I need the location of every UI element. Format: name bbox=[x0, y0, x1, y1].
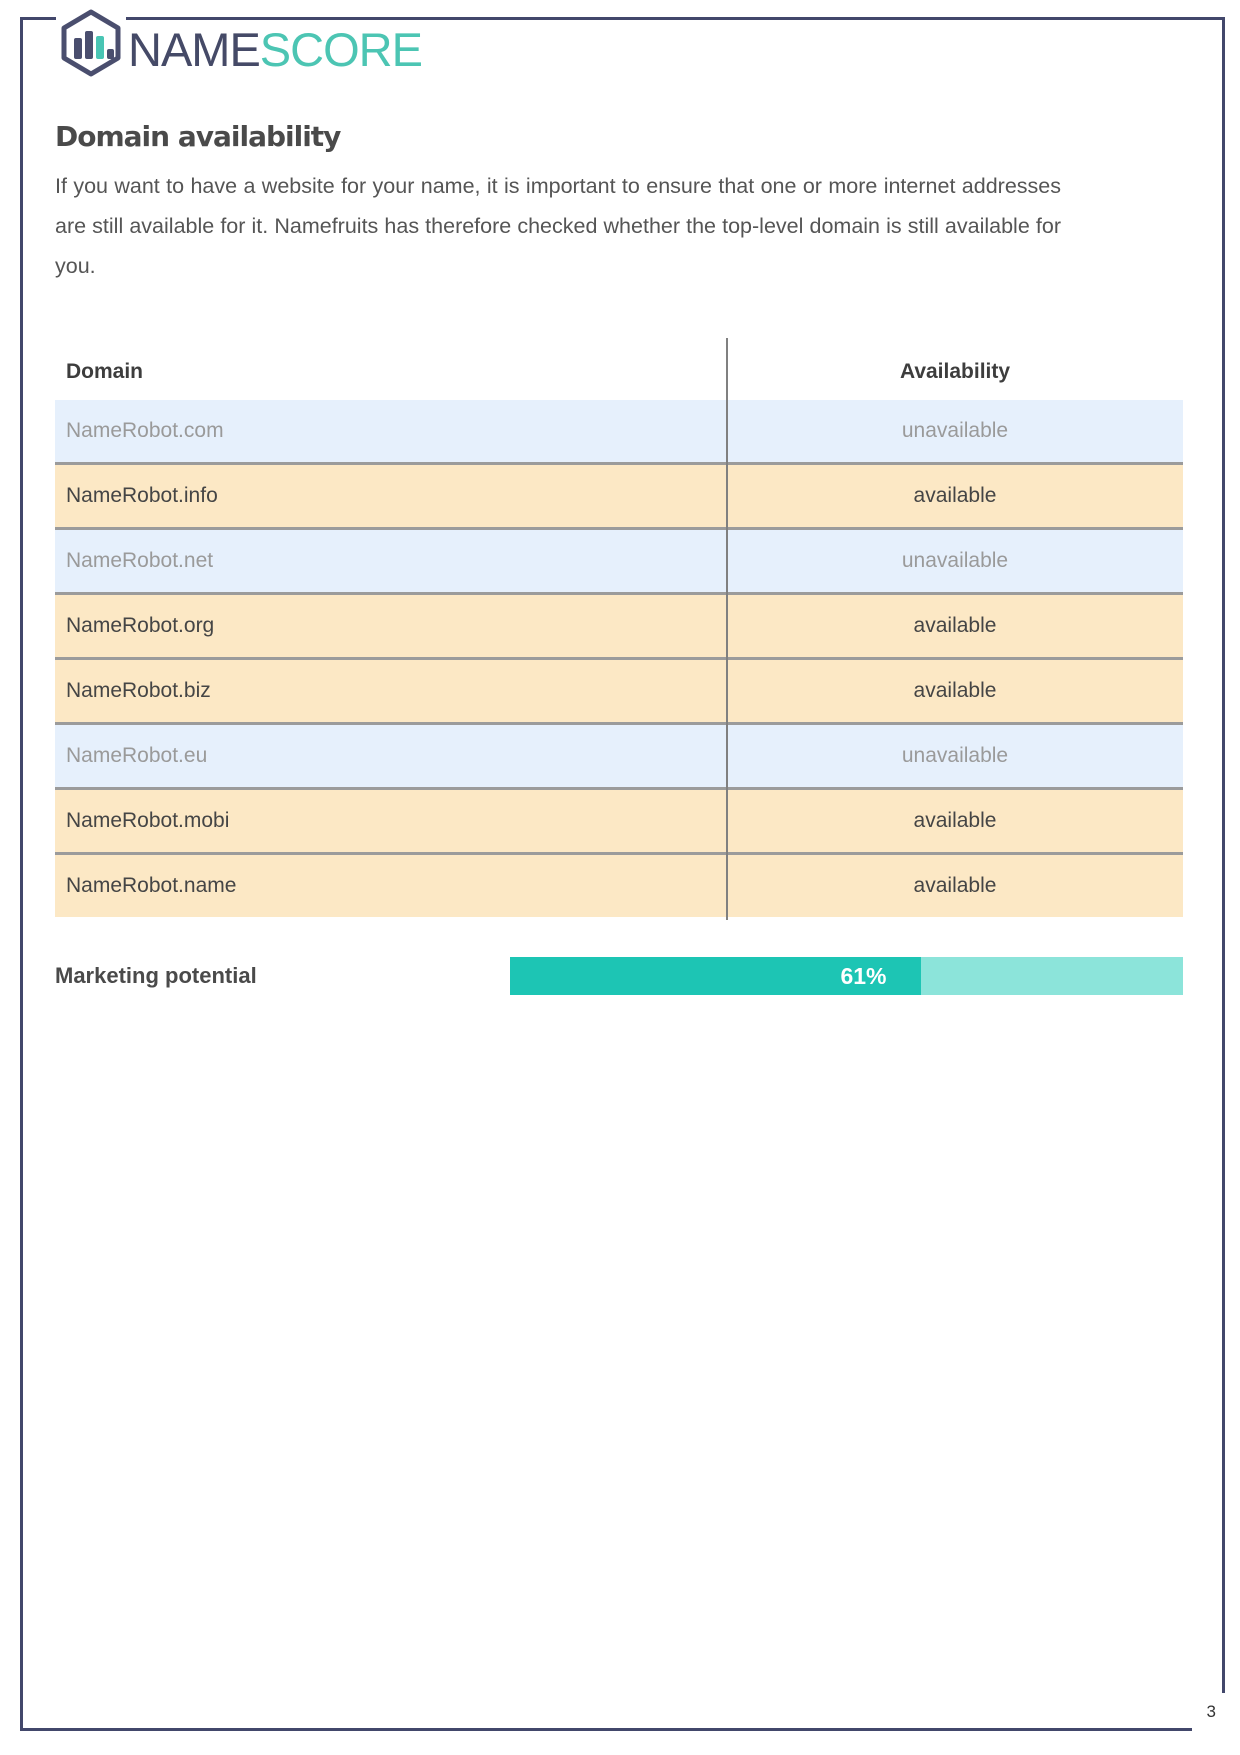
column-header-availability: Availability bbox=[899, 360, 1011, 383]
page-number: 3 bbox=[1206, 1702, 1216, 1721]
domain-cell: NameRobot.mobi bbox=[66, 809, 230, 832]
domain-cell: NameRobot.name bbox=[66, 874, 237, 897]
column-divider bbox=[726, 338, 728, 920]
logo-name-text: NAME bbox=[128, 23, 261, 76]
domain-cell: NameRobot.biz bbox=[66, 679, 211, 702]
logo-score-text: SCORE bbox=[259, 23, 423, 76]
page-border-bottom bbox=[20, 1728, 1192, 1731]
domain-availability-table: Domain Availability NameRobot.com unavai… bbox=[55, 338, 1183, 920]
domain-cell: NameRobot.eu bbox=[66, 744, 208, 767]
table-row: NameRobot.biz available bbox=[55, 657, 1183, 722]
intro-paragraph: If you want to have a website for your n… bbox=[55, 174, 1061, 278]
availability-cell: available bbox=[913, 809, 997, 832]
table-row: NameRobot.com unavailable bbox=[55, 400, 1183, 462]
availability-cell: available bbox=[913, 484, 997, 507]
namescore-wordmark: NAMESCORE bbox=[128, 22, 423, 77]
table-row: NameRobot.info available bbox=[55, 462, 1183, 527]
marketing-potential-section: Marketing potential 61% bbox=[55, 957, 1183, 995]
table-row: NameRobot.eu unavailable bbox=[55, 722, 1183, 787]
marketing-potential-label: Marketing potential bbox=[55, 963, 257, 988]
table-header-row: Domain Availability bbox=[55, 338, 1183, 400]
table-row: NameRobot.mobi available bbox=[55, 787, 1183, 852]
page-border-left bbox=[20, 17, 23, 1731]
domain-cell: NameRobot.org bbox=[66, 614, 215, 637]
availability-cell: available bbox=[913, 614, 997, 637]
table-row: NameRobot.org available bbox=[55, 592, 1183, 657]
table-row: NameRobot.name available bbox=[55, 852, 1183, 917]
page-title: Domain availability bbox=[55, 120, 341, 153]
availability-cell: unavailable bbox=[901, 744, 1009, 767]
page-border-right bbox=[1222, 17, 1225, 1693]
marketing-bar-fill: 61% bbox=[510, 957, 921, 995]
bar-chart-hexagon-icon bbox=[61, 9, 121, 77]
domain-table-body: NameRobot.com unavailable NameRobot.info… bbox=[55, 338, 1183, 920]
namescore-logo-icon bbox=[56, 8, 126, 83]
domain-cell: NameRobot.info bbox=[66, 484, 218, 507]
availability-cell: available bbox=[913, 679, 997, 702]
availability-cell: unavailable bbox=[901, 419, 1009, 442]
table-row: NameRobot.net unavailable bbox=[55, 527, 1183, 592]
domain-cell: NameRobot.com bbox=[66, 419, 224, 442]
availability-cell: unavailable bbox=[901, 549, 1009, 572]
page-border-top bbox=[20, 17, 1225, 20]
domain-cell: NameRobot.net bbox=[66, 549, 214, 572]
marketing-potential-bar: 61% bbox=[510, 957, 1183, 995]
availability-cell: available bbox=[913, 874, 997, 897]
column-header-domain: Domain bbox=[66, 360, 144, 383]
